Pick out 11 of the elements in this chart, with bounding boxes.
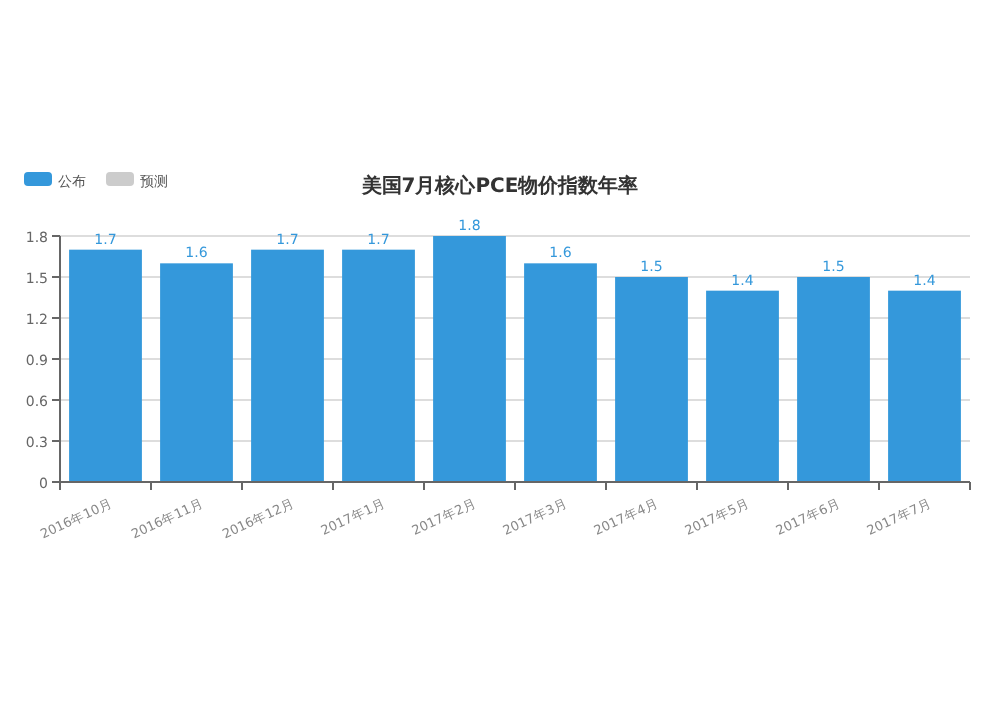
bar xyxy=(160,263,233,482)
bar xyxy=(69,249,142,482)
bar xyxy=(888,290,961,482)
bar xyxy=(706,290,779,482)
bar xyxy=(797,277,870,482)
bar xyxy=(251,249,324,482)
bar xyxy=(342,249,415,482)
bar xyxy=(524,263,597,482)
chart-title: 美国7月核心PCE物价指数年率 xyxy=(359,174,639,198)
bar xyxy=(615,277,688,482)
bar xyxy=(433,236,506,482)
